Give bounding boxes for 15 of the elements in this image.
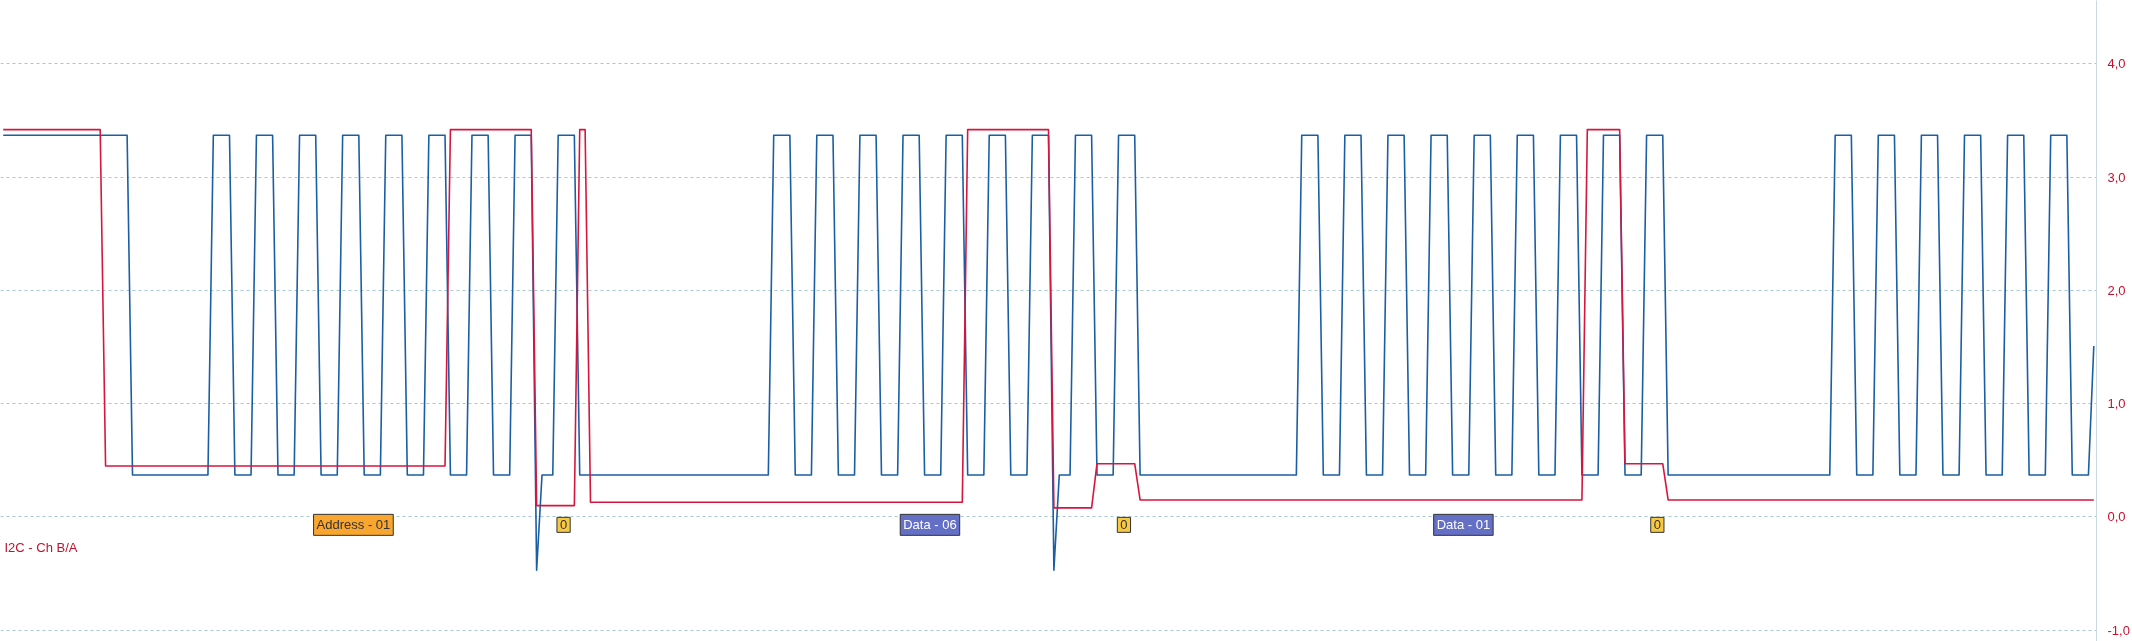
line-series [2, 134, 2095, 571]
line-series [2, 128, 2095, 509]
y-tick-label: 3,0 [2107, 169, 2126, 185]
y-tick-label: 0,0 [2107, 509, 2126, 525]
annotation: I2C - Ch B/A [4, 540, 78, 555]
y-tick-label: 4,0 [2107, 56, 2126, 72]
y-tick-label: -1,0 [2107, 622, 2130, 638]
x-tick-label: Address - 01 [316, 517, 391, 533]
x-tick-label: 0 [559, 517, 568, 533]
x-tick-label: Data - 01 [1436, 517, 1491, 533]
y-tick-label: 1,0 [2107, 396, 2126, 412]
x-tick-label: Data - 06 [903, 517, 957, 533]
x-tick-label: 0 [1120, 517, 1128, 533]
x-tick-label: 0 [1653, 517, 1661, 533]
y-tick-label: 2,0 [2107, 282, 2126, 298]
